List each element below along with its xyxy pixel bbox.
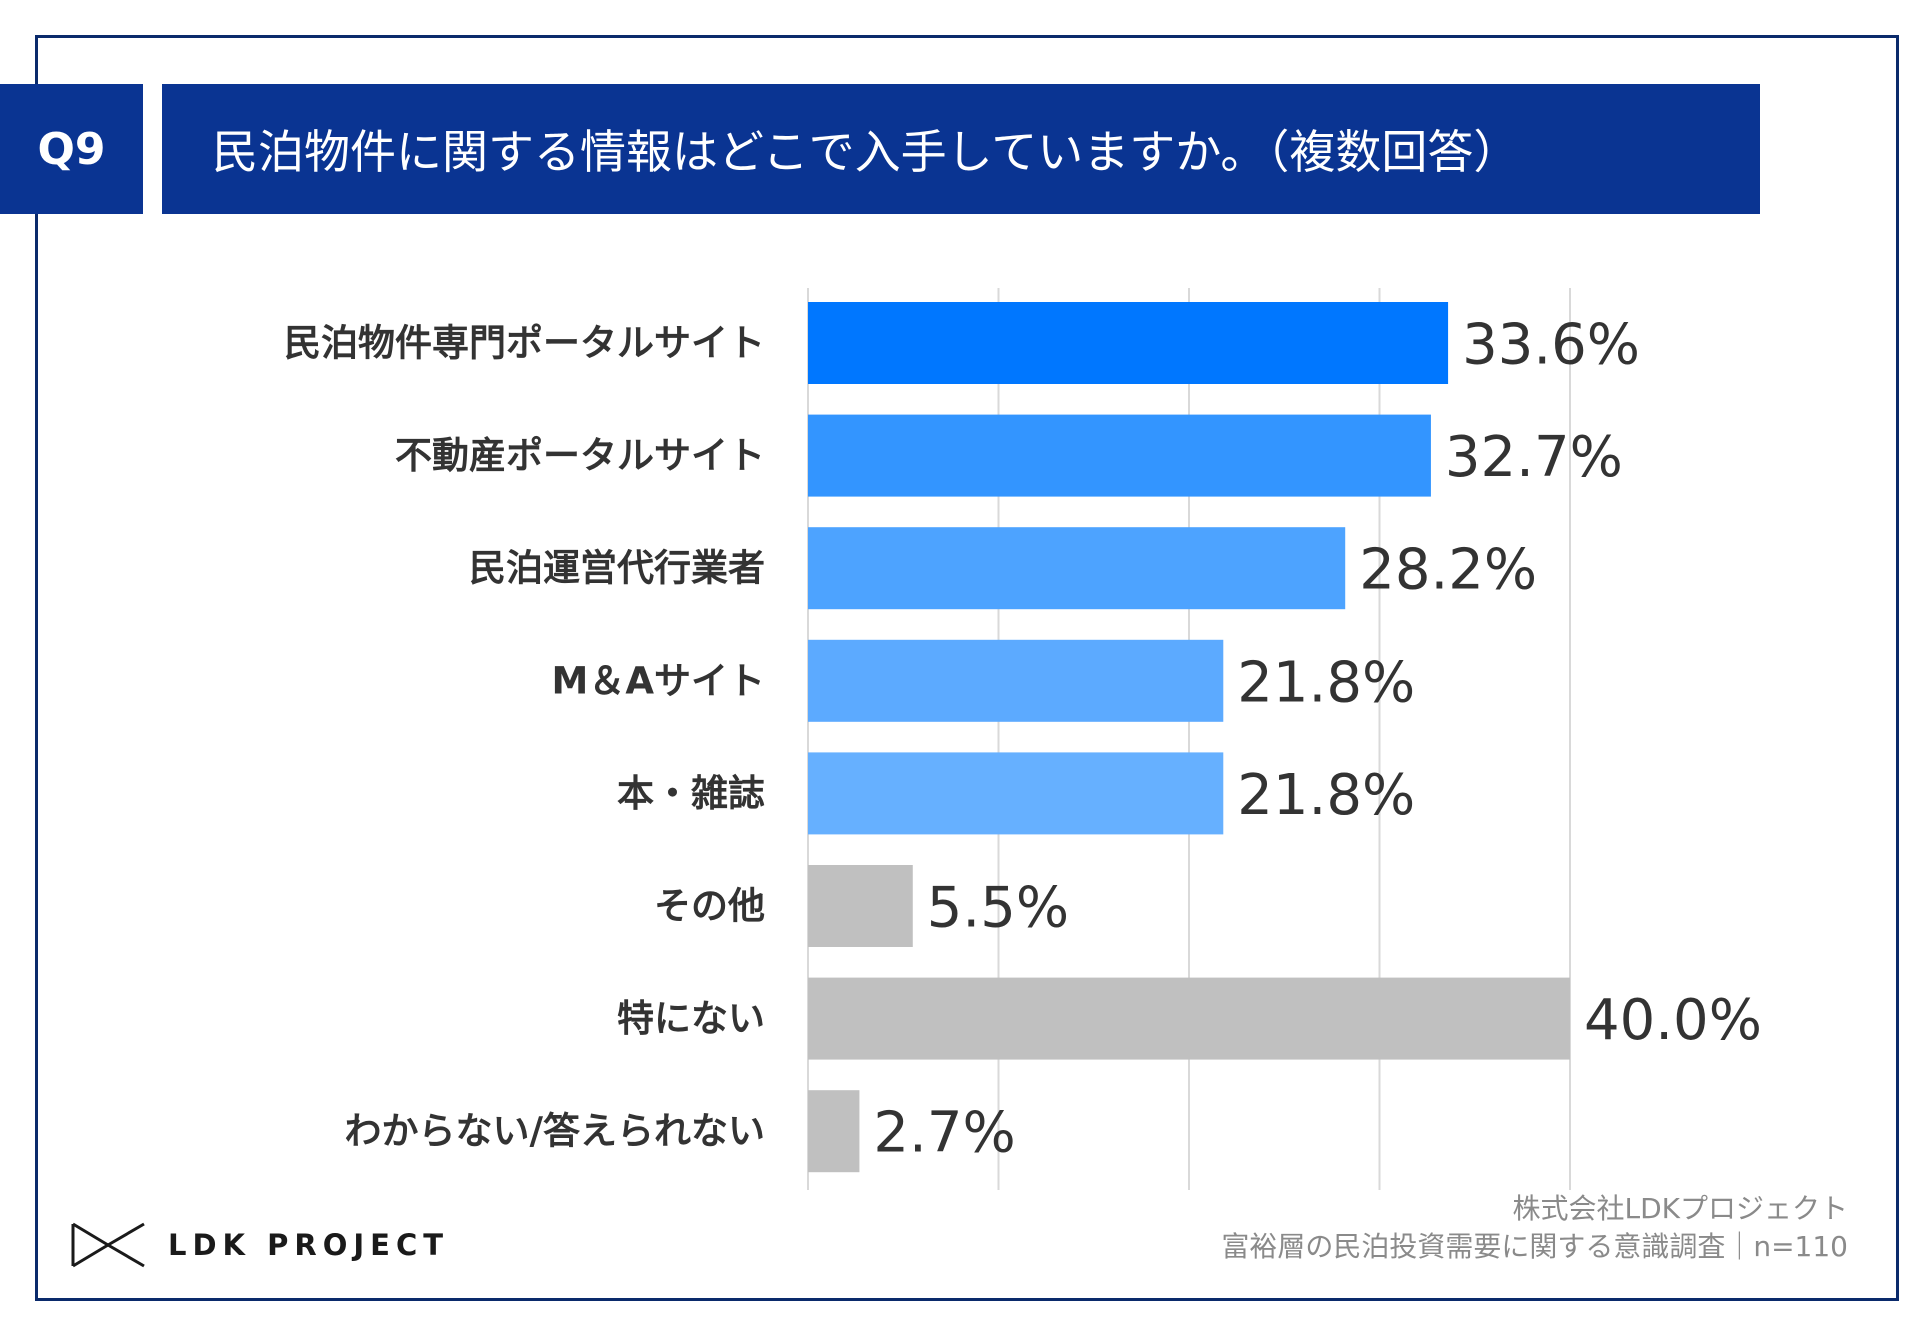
category-label: M＆Aサイト xyxy=(552,659,765,702)
question-title: 民泊物件に関する情報はどこで入手していますか。（複数回答） xyxy=(162,84,1760,214)
value-label: 32.7% xyxy=(1445,425,1623,490)
value-label: 40.0% xyxy=(1584,988,1762,1053)
category-label: 不動産ポータルサイト xyxy=(395,434,765,477)
source-note: 株式会社LDKプロジェクト 富裕層の民泊投資需要に関する意識調査｜n=110 xyxy=(1221,1190,1848,1266)
outer-frame xyxy=(35,35,1899,1301)
category-label: 民泊物件専門ポータルサイト xyxy=(284,322,765,365)
category-label: 本・雑誌 xyxy=(617,772,765,815)
category-label: 民泊運営代行業者 xyxy=(469,547,765,590)
bar xyxy=(808,752,1224,835)
question-number-badge: Q9 xyxy=(0,84,143,214)
bar xyxy=(808,639,1224,722)
bar xyxy=(808,865,913,947)
source-survey: 富裕層の民泊投資需要に関する意識調査｜n=110 xyxy=(1221,1230,1848,1263)
bar xyxy=(808,977,1570,1060)
value-label: 28.2% xyxy=(1359,538,1537,603)
bar xyxy=(808,302,1449,384)
category-label: その他 xyxy=(654,885,765,928)
ldk-logo-mark-icon xyxy=(71,1222,145,1268)
value-label: 33.6% xyxy=(1462,313,1640,378)
bar xyxy=(808,1090,860,1173)
value-label: 2.7% xyxy=(873,1101,1015,1166)
category-label: わからない/答えられない xyxy=(344,1110,765,1153)
value-label: 5.5% xyxy=(927,876,1069,941)
value-labels: 33.6% 32.7% 28.2% 21.8% 21.8% 5.5% 40.0% 2.7% xyxy=(873,313,1761,1166)
value-label: 21.8% xyxy=(1237,650,1415,715)
logo-text: LDK PROJECT xyxy=(168,1228,450,1262)
category-label: 特にない xyxy=(617,997,765,1040)
bars xyxy=(808,302,1570,1173)
source-company: 株式会社LDKプロジェクト xyxy=(1512,1192,1848,1225)
bar xyxy=(808,527,1346,610)
value-label: 21.8% xyxy=(1237,763,1415,828)
company-logo: LDK PROJECT xyxy=(70,1222,449,1268)
bar xyxy=(808,414,1431,497)
